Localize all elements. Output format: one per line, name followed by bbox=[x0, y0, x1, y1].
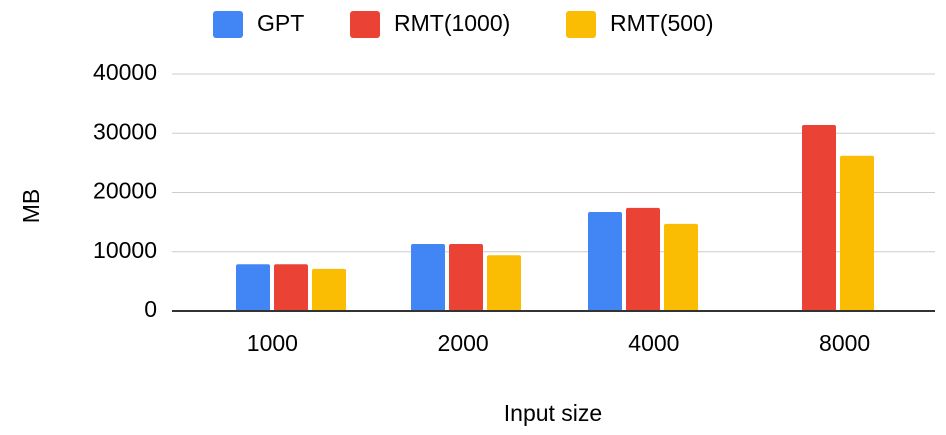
y-tick-label: 30000 bbox=[93, 118, 157, 144]
legend-label: GPT bbox=[257, 10, 304, 36]
y-axis-title: MB bbox=[18, 189, 44, 224]
y-tick-label: 20000 bbox=[93, 178, 157, 204]
bar-rmt-500--2000 bbox=[487, 255, 521, 311]
bar-rmt-1000--4000 bbox=[626, 207, 660, 311]
legend-swatch bbox=[213, 11, 243, 38]
legend-label: RMT(500) bbox=[610, 10, 714, 36]
x-tick-label: 4000 bbox=[628, 330, 679, 356]
y-tick-label: 40000 bbox=[93, 59, 157, 85]
legend-swatch bbox=[566, 11, 596, 38]
x-axis-title: Input size bbox=[504, 400, 602, 426]
x-tick-label: 2000 bbox=[438, 330, 489, 356]
x-axis-ticks: 1000 2000 4000 8000 bbox=[247, 330, 870, 356]
legend-item-rmt-1000-: RMT(1000) bbox=[350, 10, 510, 38]
x-tick-label: 1000 bbox=[247, 330, 298, 356]
y-tick-label: 0 bbox=[144, 296, 157, 322]
bar-rmt-500--4000 bbox=[664, 223, 698, 311]
legend-item-rmt-500-: RMT(500) bbox=[566, 10, 714, 38]
bars bbox=[236, 124, 874, 311]
legend-swatch bbox=[350, 11, 380, 38]
bar-rmt-1000--2000 bbox=[449, 244, 483, 311]
bar-rmt-500--1000 bbox=[312, 268, 346, 311]
bar-rmt-1000--8000 bbox=[802, 124, 836, 311]
bar-gpt-1000 bbox=[236, 264, 270, 311]
bar-gpt-4000 bbox=[588, 212, 622, 311]
legend: GPT RMT(1000) RMT(500) bbox=[213, 10, 714, 38]
bar-gpt-2000 bbox=[411, 244, 445, 311]
y-axis-ticks: 0 10000 20000 30000 40000 bbox=[93, 59, 157, 322]
legend-label: RMT(1000) bbox=[394, 10, 510, 36]
x-tick-label: 8000 bbox=[819, 330, 870, 356]
y-tick-label: 10000 bbox=[93, 237, 157, 263]
legend-item-gpt: GPT bbox=[213, 10, 304, 38]
bar-rmt-500--8000 bbox=[840, 155, 874, 311]
bar-rmt-1000--1000 bbox=[274, 264, 308, 311]
